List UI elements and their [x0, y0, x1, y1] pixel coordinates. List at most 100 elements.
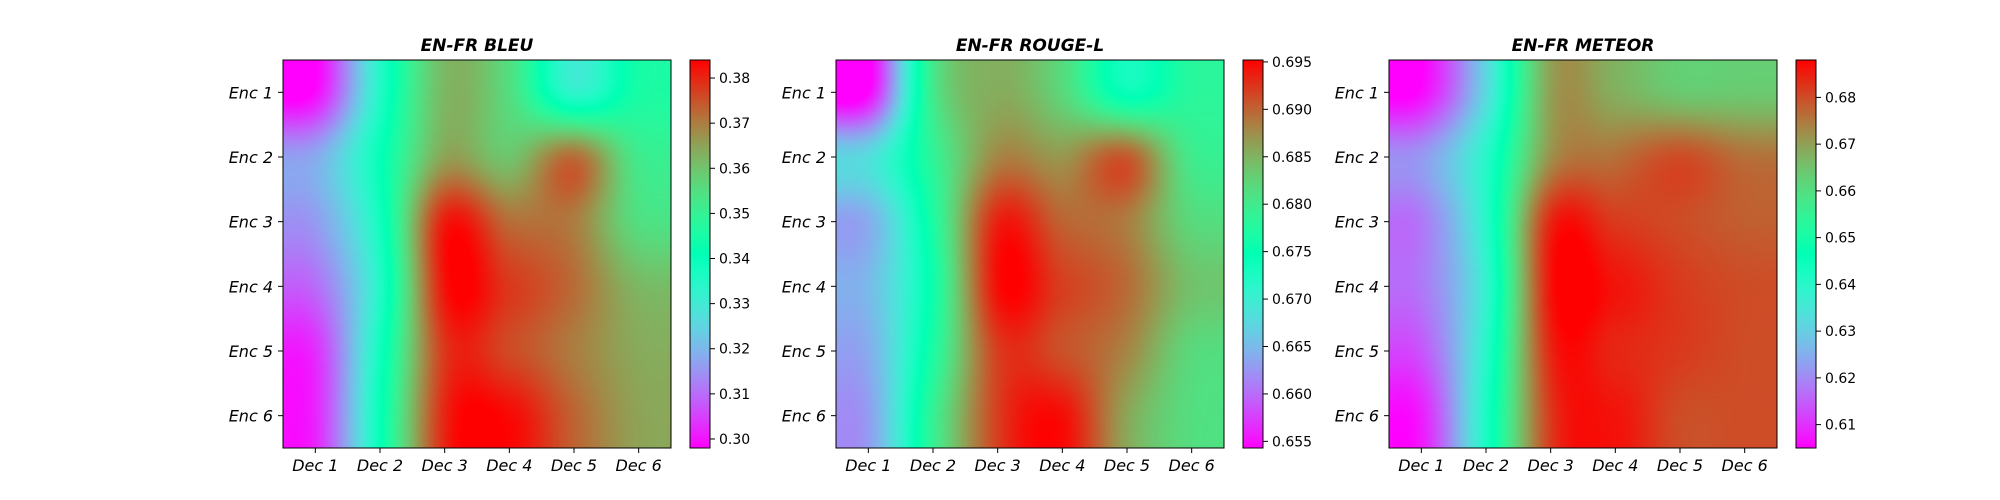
heatmap-cell: [901, 189, 966, 254]
x-tick-label: Dec 3: [1528, 456, 1574, 475]
x-tick-label: Dec 6: [616, 456, 662, 475]
heatmap-cell: [836, 189, 901, 254]
heatmap-cell: [1159, 125, 1224, 190]
colorbar-tick-label: 0.680: [1272, 197, 1312, 213]
heatmap-cell: [836, 254, 901, 319]
x-tick-label: Dec 5: [551, 456, 597, 475]
heatmap-cell: [901, 383, 966, 448]
heatmap-cell: [901, 125, 966, 190]
heatmap-cell: [477, 60, 542, 125]
heatmap-cell: [542, 189, 607, 254]
heatmap-cell: [1030, 189, 1095, 254]
heatmap-cell: [965, 60, 1030, 125]
heatmap-cell: [1712, 189, 1777, 254]
heatmap-cell: [901, 254, 966, 319]
heatmap-cell: [606, 319, 671, 384]
heatmap-cell: [1454, 125, 1519, 190]
heatmap-cell: [606, 254, 671, 319]
heatmap-cell: [348, 60, 413, 125]
heatmap-cell: [1648, 319, 1713, 384]
heatmap-cell: [283, 125, 348, 190]
y-tick-label: Enc 3: [229, 213, 273, 232]
heatmap-cell: [1389, 254, 1454, 319]
heatmap-cell: [1030, 383, 1095, 448]
y-tick-label: Enc 3: [1335, 213, 1379, 232]
x-tick-label: Dec 4: [1039, 456, 1085, 475]
heatmap-cell: [1095, 319, 1160, 384]
heatmap-cell: [1095, 125, 1160, 190]
heatmap-image: [836, 60, 1224, 448]
heatmap-cell: [283, 319, 348, 384]
heatmap-cell: [1454, 189, 1519, 254]
heatmap-cell: [901, 319, 966, 384]
x-tick-label: Dec 6: [1722, 456, 1768, 475]
heatmap-cell: [477, 383, 542, 448]
x-tick-label: Dec 6: [1169, 456, 1215, 475]
y-tick-label: Enc 1: [1335, 83, 1379, 102]
x-tick-label: Dec 2: [910, 456, 956, 475]
colorbar-tick-label: 0.36: [719, 161, 750, 177]
heatmap-cell: [1095, 189, 1160, 254]
heatmap-cell: [1389, 60, 1454, 125]
heatmap-cell: [1712, 254, 1777, 319]
heatmap-cell: [836, 319, 901, 384]
x-tick-label: Dec 4: [1592, 456, 1638, 475]
y-tick-label: Enc 1: [782, 83, 826, 102]
heatmap-cell: [283, 60, 348, 125]
heatmap-cell: [477, 189, 542, 254]
heatmap-cell: [965, 125, 1030, 190]
y-tick-label: Enc 5: [229, 342, 273, 361]
colorbar-tick-label: 0.67: [1825, 137, 1856, 153]
heatmap-panel-2: EN-FR ROUGE-L Dec 1 Dec 2 Dec 3 Dec 4 Dec 5 De…: [782, 36, 1312, 475]
y-tick-label: Enc 2: [782, 148, 826, 167]
x-tick-label: Dec 5: [1104, 456, 1150, 475]
panel-title: EN-FR ROUGE-L: [956, 36, 1104, 56]
heatmap-cell: [348, 319, 413, 384]
x-tick-label: Dec 3: [975, 456, 1021, 475]
heatmap-cell: [412, 254, 477, 319]
heatmap-cell: [1159, 189, 1224, 254]
heatmap-cell: [1454, 60, 1519, 125]
heatmap-cell: [1095, 383, 1160, 448]
heatmap-cell: [836, 383, 901, 448]
colorbar-tick-label: 0.33: [719, 297, 750, 313]
colorbar-tick-label: 0.68: [1825, 90, 1856, 106]
colorbar-tick-label: 0.64: [1825, 277, 1856, 293]
heatmap-cell: [1583, 383, 1648, 448]
y-tick-label: Enc 4: [782, 277, 826, 296]
heatmap-cell: [965, 254, 1030, 319]
heatmap-cell: [1030, 319, 1095, 384]
heatmap-cell: [965, 189, 1030, 254]
heatmap-cell: [1159, 254, 1224, 319]
heatmap-cell: [606, 189, 671, 254]
y-tick-label: Enc 2: [229, 148, 273, 167]
heatmap-cell: [412, 125, 477, 190]
heatmap-cell: [965, 383, 1030, 448]
heatmap-cell: [1648, 383, 1713, 448]
heatmap-cell: [606, 125, 671, 190]
plot-frame: [282, 59, 672, 449]
colorbar-tick-label: 0.66: [1825, 184, 1856, 200]
heatmap-cell: [477, 254, 542, 319]
heatmap-cell: [1583, 125, 1648, 190]
y-tick-label: Enc 4: [1335, 277, 1379, 296]
heatmap-cell: [1518, 189, 1583, 254]
y-tick-label: Enc 4: [229, 277, 273, 296]
y-tick-label: Enc 6: [782, 407, 826, 426]
y-tick-label: Enc 6: [229, 407, 273, 426]
heatmap-image: [1389, 60, 1777, 448]
heatmap-cell: [1518, 254, 1583, 319]
colorbar-tick-label: 0.30: [719, 432, 750, 448]
y-tick-label: Enc 2: [1335, 148, 1379, 167]
heatmap-cell: [1648, 189, 1713, 254]
heatmap-cell: [1159, 319, 1224, 384]
colorbar: [1242, 59, 1264, 449]
heatmap-cell: [965, 319, 1030, 384]
panel-title: EN-FR METEOR: [1512, 36, 1655, 56]
heatmap-cell: [283, 189, 348, 254]
heatmap-cell: [1030, 60, 1095, 125]
heatmap-cell: [1712, 125, 1777, 190]
heatmap-cell: [1518, 383, 1583, 448]
y-tick-label: Enc 6: [1335, 407, 1379, 426]
heatmap-cell: [1583, 254, 1648, 319]
